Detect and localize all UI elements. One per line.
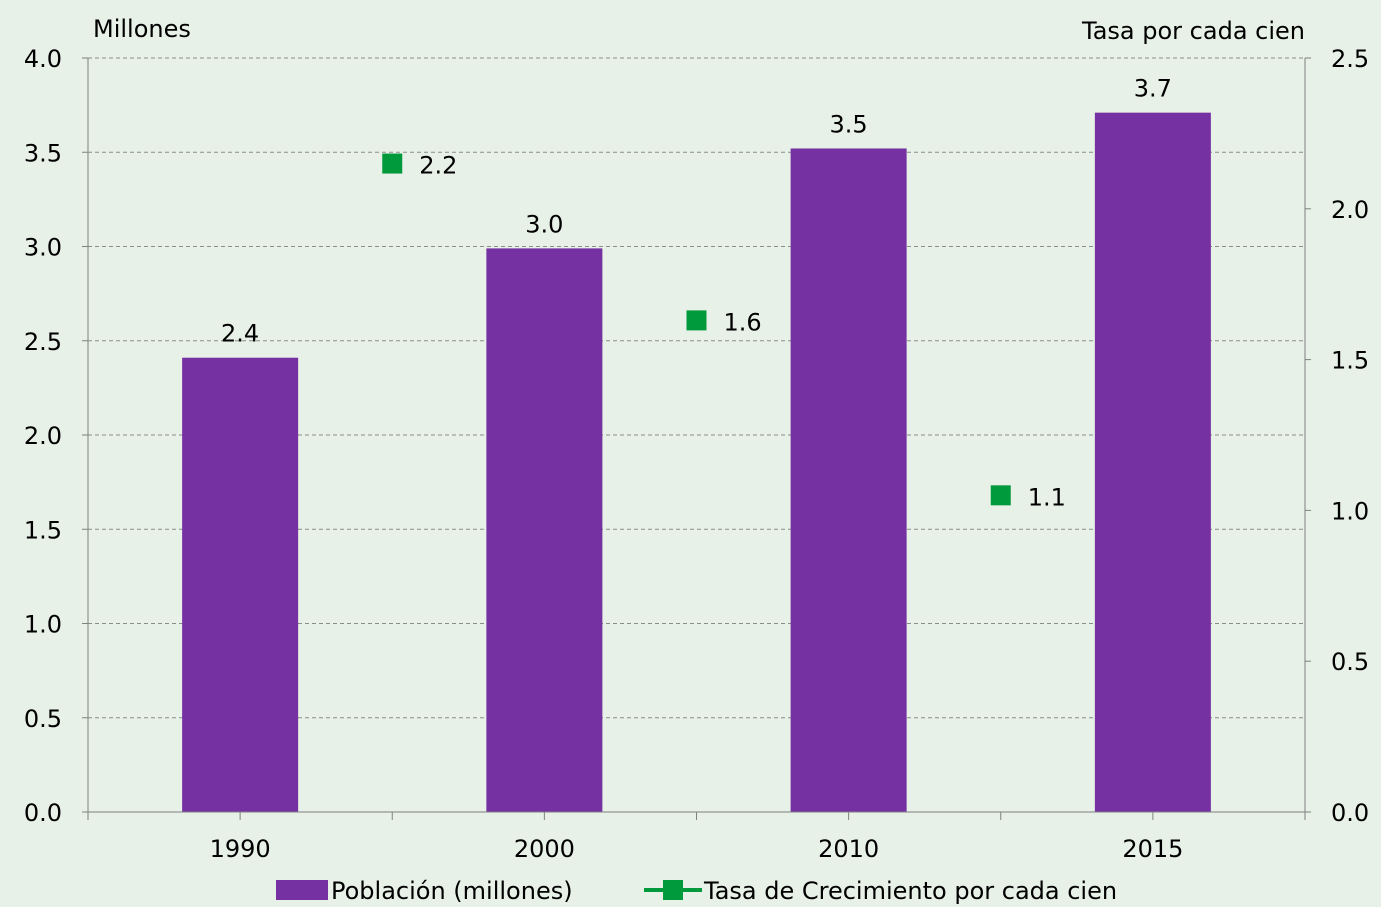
right-tick-label: 1.5	[1331, 347, 1369, 375]
rate-marker	[686, 310, 707, 331]
left-axis-title: Millones	[93, 15, 191, 43]
x-tick-label-1990: 1990	[210, 835, 271, 863]
rate-markers	[382, 153, 1011, 506]
rate-label: 1.1	[1028, 483, 1066, 511]
right-tick-label: 0.0	[1331, 799, 1369, 827]
rate-label: 1.6	[724, 308, 762, 336]
right-tick-label: 1.0	[1331, 497, 1369, 525]
legend-marker-tasa	[663, 880, 683, 900]
rate-label: 2.2	[419, 152, 457, 180]
legend-swatch-poblacion	[276, 880, 328, 900]
left-tick-label: 2.5	[24, 328, 62, 356]
bar-2015	[1094, 112, 1211, 813]
bar-1990	[182, 357, 299, 812]
bar-2000	[486, 248, 603, 812]
bars	[182, 112, 1211, 813]
bar-label-1990: 2.4	[221, 320, 259, 348]
x-tick-label-2010: 2010	[818, 835, 879, 863]
right-tick-label: 2.5	[1331, 45, 1369, 73]
left-tick-label: 3.0	[24, 234, 62, 262]
left-tick-label: 1.5	[24, 516, 62, 544]
axes: 0.0 0.5 1.0 1.5 2.0 2.5 3.0 3.5 4.0 0.0 0.5 1.0 1.5 2…	[24, 45, 1369, 863]
bar-2010	[790, 148, 907, 813]
legend-label-poblacion: Población (millones)	[331, 877, 573, 905]
data-labels: 2.4 3.0 3.5 3.7 2.2 1.6 1.1	[221, 75, 1172, 512]
left-tick-label: 1.0	[24, 611, 62, 639]
x-tick-label-2000: 2000	[514, 835, 575, 863]
rate-marker	[382, 153, 403, 174]
bar-label-2015: 3.7	[1134, 75, 1172, 103]
bar-label-2010: 3.5	[830, 110, 868, 138]
right-axis-title: Tasa por cada cien	[1081, 17, 1305, 45]
rate-marker	[990, 485, 1011, 506]
right-tick-label: 2.0	[1331, 196, 1369, 224]
left-tick-label: 2.0	[24, 422, 62, 450]
left-tick-label: 3.5	[24, 139, 62, 167]
x-tick-label-2015: 2015	[1122, 835, 1183, 863]
left-tick-label: 0.0	[24, 799, 62, 827]
legend: Población (millones) Tasa de Crecimiento…	[276, 877, 1117, 905]
bar-label-2000: 3.0	[525, 210, 563, 238]
left-tick-label: 0.5	[24, 705, 62, 733]
left-tick-label: 4.0	[24, 45, 62, 73]
legend-label-tasa: Tasa de Crecimiento por cada cien	[703, 877, 1117, 905]
right-tick-label: 0.5	[1331, 648, 1369, 676]
